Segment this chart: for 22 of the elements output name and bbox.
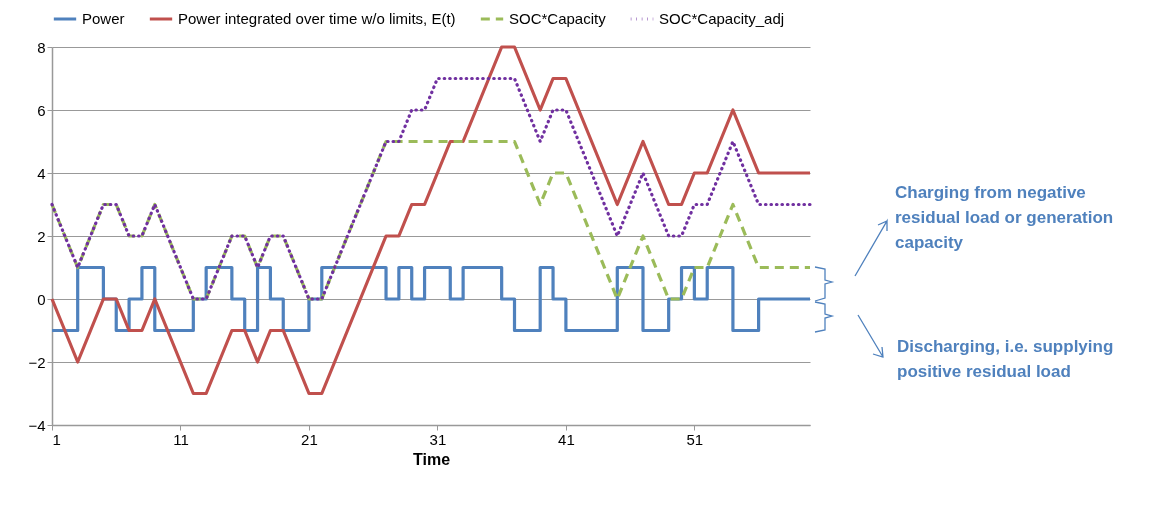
- text: Charging from negative residual load or generation capacity: [895, 183, 1114, 252]
- legend-label: SOC*Capacity_adj: [659, 10, 785, 27]
- line-series: [50, 76, 812, 301]
- x-tick-label: 31: [429, 430, 447, 448]
- x-tick-label: 51: [686, 430, 704, 448]
- x-tick-label: 1: [52, 430, 61, 448]
- text: Discharging, i.e. supplying positive residual load: [897, 337, 1114, 381]
- legend-label: Power integrated over time w/o limits, E(t): [178, 10, 456, 27]
- y-tick-label: 8: [37, 38, 46, 56]
- y-tick-label: −4: [28, 416, 46, 434]
- x-tick-label: 21: [301, 430, 318, 448]
- y-tick-label: −2: [28, 353, 46, 371]
- y-tick-label: 6: [37, 101, 46, 119]
- y-tick-label: 0: [37, 290, 46, 308]
- x-axis-title: Time: [412, 450, 451, 468]
- x-tick-label: 11: [173, 430, 189, 448]
- x-tick-label: 41: [558, 430, 575, 448]
- legend-label: SOC*Capacity: [509, 10, 607, 27]
- line-series: [50, 139, 812, 301]
- y-tick-label: 4: [37, 164, 46, 182]
- y-tick-label: 2: [37, 227, 46, 245]
- legend-label: Power: [82, 10, 125, 27]
